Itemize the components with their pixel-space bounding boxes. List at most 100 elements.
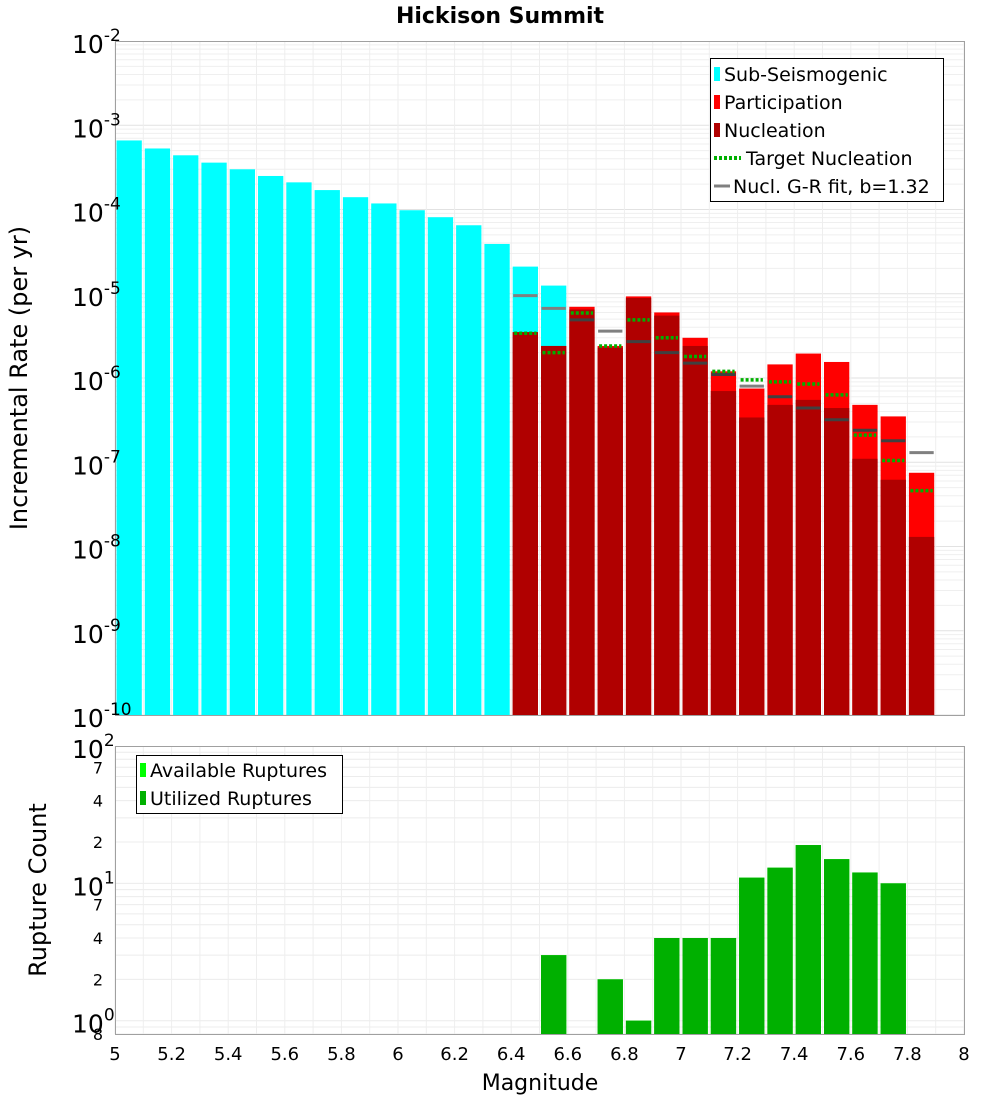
utilized-ruptures-bar <box>654 938 680 1034</box>
legend-swatch <box>140 763 146 777</box>
x-tick-label: 6 <box>392 1044 403 1065</box>
bottom-x-ticks: 5 5.2 5.4 5.6 5.8 6 6.2 6.4 6.6 6.8 7 7.2 7.4 7.6 7.8 8 <box>109 1044 969 1065</box>
legend-swatch <box>714 67 720 81</box>
bottom-legend-box <box>136 755 343 814</box>
tick-exponent: -10 <box>104 700 132 720</box>
top-lines <box>513 294 934 493</box>
utilized-ruptures-bar <box>852 872 878 1034</box>
legend-swatch <box>714 95 720 109</box>
sub-seismogenic-bar <box>201 162 227 715</box>
top-y-tick-label: 10-9 <box>72 616 121 649</box>
top-y-tick-label: 10-5 <box>72 279 121 312</box>
bottom-y-tick-label: 2 <box>93 833 103 852</box>
legend-label: Utilized Ruptures <box>150 788 312 810</box>
x-tick-label: 5.4 <box>214 1044 243 1065</box>
sub-seismogenic-bar <box>173 155 199 715</box>
tick-base: 10 <box>72 367 104 396</box>
utilized-ruptures-bar <box>682 938 708 1034</box>
x-tick-label: 6.2 <box>440 1044 469 1065</box>
sub-seismogenic-bar <box>342 197 369 715</box>
bottom-legend: Available Ruptures Utilized Ruptures <box>136 755 343 814</box>
nucleation-bar <box>682 345 708 715</box>
bottom-y-tick-label: 7 <box>93 758 103 777</box>
x-tick-label: 6.4 <box>497 1044 526 1065</box>
x-tick-label: 7.4 <box>780 1044 809 1065</box>
tick-base: 10 <box>72 199 104 228</box>
sub-seismogenic-bar <box>484 243 510 715</box>
x-tick-label: 5.6 <box>270 1044 299 1065</box>
nucleation-bar <box>654 315 680 715</box>
x-tick-label: 7 <box>675 1044 686 1065</box>
x-tick-label: 7.8 <box>893 1044 922 1065</box>
nucleation-bar <box>880 479 906 715</box>
utilized-ruptures-bar <box>625 1020 652 1034</box>
bottom-y-tick-label: 7 <box>93 896 103 915</box>
sub-seismogenic-bar <box>371 203 397 715</box>
tick-exponent: -9 <box>104 616 121 636</box>
sub-seismogenic-bar <box>427 217 454 715</box>
nucleation-bar <box>569 309 595 715</box>
top-legend-box <box>710 58 944 202</box>
tick-base: 10 <box>72 1010 104 1039</box>
x-tick-label: 7.2 <box>723 1044 752 1065</box>
sub-seismogenic-bar <box>116 140 142 715</box>
utilized-ruptures-bar <box>739 877 765 1034</box>
nucleation-bar <box>597 347 623 715</box>
x-tick-label: 5 <box>109 1044 120 1065</box>
bottom-y-tick-label: 8 <box>93 1025 103 1044</box>
tick-base: 10 <box>72 283 104 312</box>
x-tick-label: 8 <box>958 1044 969 1065</box>
top-plot-frame <box>115 41 965 716</box>
bottom-plot-frame <box>115 746 965 1035</box>
top-y-tick-label: 10-3 <box>72 110 121 143</box>
top-y-tick-label: 10-2 <box>72 26 121 59</box>
bottom-y-tick-label: 4 <box>93 929 103 948</box>
tick-exponent: 1 <box>104 868 115 888</box>
tick-base: 10 <box>72 536 104 565</box>
nucleation-bar <box>541 345 567 715</box>
bottom-y-tick-label: 2 <box>93 970 103 989</box>
legend-label: Nucl. G-R fit, b=1.32 <box>733 176 930 198</box>
tick-exponent: -3 <box>104 110 121 130</box>
nucleation-bar <box>852 458 878 715</box>
top-y-axis-label: Incremental Rate (per yr) <box>5 226 33 530</box>
legend-label: Nucleation <box>724 120 826 142</box>
legend-label: Target Nucleation <box>745 148 913 170</box>
legend-swatch <box>714 123 720 137</box>
tick-base: 10 <box>72 872 104 901</box>
top-y-tick-label: 10-10 <box>72 700 132 733</box>
tick-exponent: 0 <box>104 1006 115 1026</box>
utilized-ruptures-bar <box>795 845 821 1034</box>
top-y-tick-label: 10-6 <box>72 363 121 396</box>
utilized-ruptures-bar <box>710 938 737 1034</box>
utilized-ruptures-bar <box>541 955 567 1034</box>
legend-swatch <box>140 791 146 805</box>
top-y-tick-label: 10-7 <box>72 447 121 480</box>
utilized-ruptures-bar <box>880 883 906 1034</box>
sub-seismogenic-bar <box>456 225 482 715</box>
nucleation-bar <box>512 332 538 715</box>
sub-seismogenic-bar <box>229 169 255 715</box>
nucleation-bar <box>908 536 935 715</box>
tick-exponent: -6 <box>104 363 121 383</box>
top-legend: Sub-Seismogenic Participation Nucleation Ta… <box>710 58 944 202</box>
utilized-ruptures-bar <box>597 979 623 1034</box>
legend-label: Available Ruptures <box>150 760 327 782</box>
nucleation-bar <box>739 417 765 715</box>
legend-label: Participation <box>724 92 843 114</box>
chart-title: Hickison Summit <box>396 4 605 29</box>
nucleation-bar <box>824 408 850 715</box>
tick-exponent: -5 <box>104 279 121 299</box>
top-y-tick-label: 10-4 <box>72 195 121 228</box>
x-tick-label: 6.6 <box>553 1044 582 1065</box>
x-tick-label: 6.8 <box>610 1044 639 1065</box>
top-bars <box>116 140 935 716</box>
tick-exponent: -8 <box>104 532 121 552</box>
bottom-y-decade-label: 101 <box>72 868 115 901</box>
nucleation-bar <box>625 298 652 715</box>
utilized-ruptures-bar <box>767 867 793 1034</box>
top-y-tick-label: 10-8 <box>72 532 121 565</box>
tick-base: 10 <box>72 735 104 764</box>
